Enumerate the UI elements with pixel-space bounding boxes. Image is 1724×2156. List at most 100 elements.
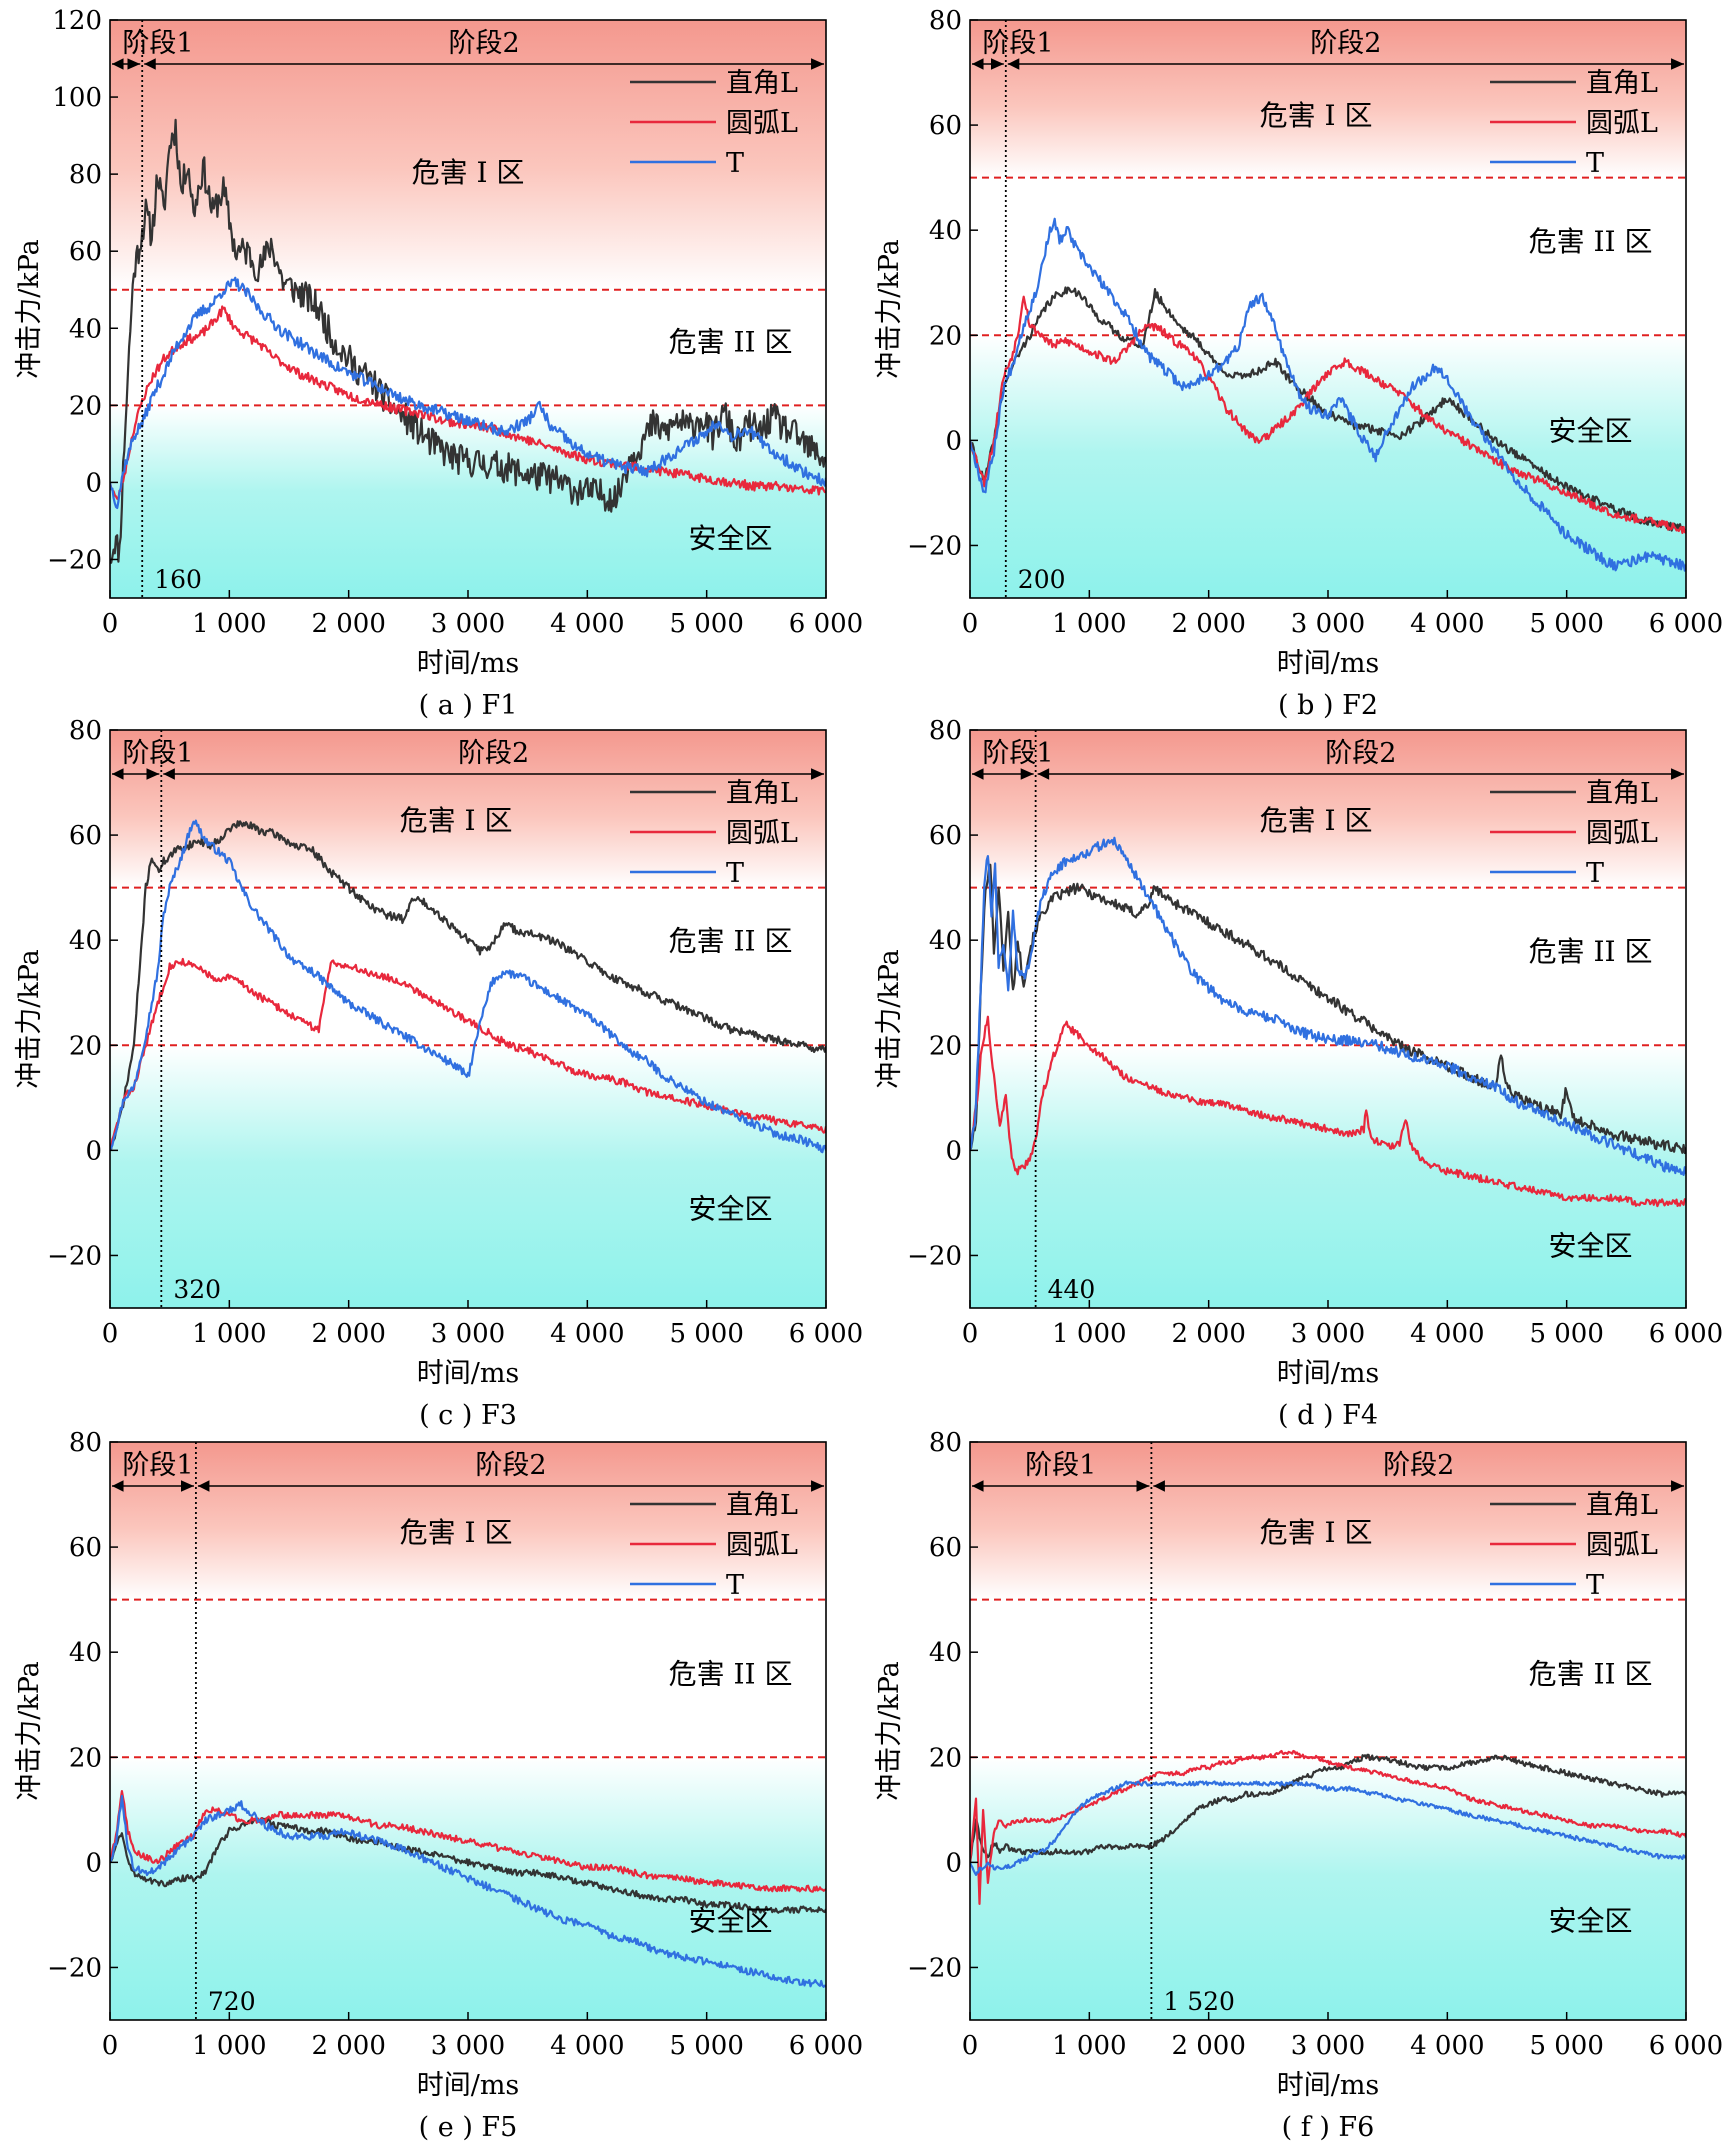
series-lines bbox=[110, 819, 826, 1154]
y-tick-label: 60 bbox=[929, 1533, 962, 1563]
danger-zone-1-label: 危害 I 区 bbox=[1260, 1516, 1373, 1549]
x-axis-label: 时间/ms bbox=[417, 1358, 520, 1389]
danger-zone-1-label: 危害 I 区 bbox=[400, 1516, 513, 1549]
series-line bbox=[970, 217, 1686, 572]
y-tick-label: 0 bbox=[85, 1848, 102, 1878]
x-tick-label: 4 000 bbox=[1410, 2031, 1484, 2061]
danger-zone-1-label: 危害 I 区 bbox=[1260, 804, 1373, 837]
legend-label: T bbox=[726, 1570, 744, 1601]
x-tick-label: 0 bbox=[962, 1319, 979, 1349]
series-line bbox=[970, 836, 1686, 1176]
y-tick-label: 80 bbox=[929, 1428, 962, 1458]
x-tick-label: 0 bbox=[962, 609, 979, 639]
y-tick-label: 60 bbox=[69, 1533, 102, 1563]
x-tick-label: 4 000 bbox=[550, 2031, 624, 2061]
danger-zone-1-background bbox=[970, 730, 1686, 888]
legend-label: 直角L bbox=[1586, 1490, 1658, 1521]
y-tick-label: 80 bbox=[69, 160, 102, 190]
stage-1-label: 阶段1 bbox=[1025, 1450, 1096, 1481]
legend-label: 圆弧L bbox=[1586, 818, 1658, 849]
x-tick-label: 3 000 bbox=[431, 1319, 505, 1349]
y-axis-label: 冲击力/kPa bbox=[14, 1661, 45, 1801]
y-tick-label: 80 bbox=[929, 6, 962, 36]
stage-1-label: 阶段1 bbox=[122, 1450, 193, 1481]
x-tick-label: 6 000 bbox=[1649, 2031, 1723, 2061]
x-tick-label: 5 000 bbox=[669, 609, 743, 639]
x-axis-label: 时间/ms bbox=[1277, 1358, 1380, 1389]
legend-label: 圆弧L bbox=[726, 1530, 798, 1561]
stage-2-label: 阶段2 bbox=[458, 738, 529, 769]
panel-caption: ( c ) F3 bbox=[419, 1400, 517, 1431]
x-tick-label: 3 000 bbox=[1291, 1319, 1365, 1349]
danger-zone-1-background bbox=[110, 730, 826, 888]
x-tick-label: 4 000 bbox=[1410, 1319, 1484, 1349]
y-tick-label: 60 bbox=[929, 821, 962, 851]
x-tick-label: 1 000 bbox=[192, 2031, 266, 2061]
stage-boundary-label: 720 bbox=[208, 1987, 256, 2016]
y-tick-label: 20 bbox=[69, 391, 102, 421]
danger-zone-1-background bbox=[970, 1442, 1686, 1600]
series-lines bbox=[970, 836, 1686, 1208]
x-tick-label: 0 bbox=[962, 2031, 979, 2061]
series-lines bbox=[970, 217, 1686, 572]
stage-2-label: 阶段2 bbox=[1383, 1450, 1454, 1481]
y-tick-label: 0 bbox=[945, 1136, 962, 1166]
x-tick-label: 0 bbox=[102, 609, 119, 639]
y-tick-label: 80 bbox=[69, 716, 102, 746]
danger-zone-2-label: 危害 II 区 bbox=[1529, 935, 1653, 968]
y-tick-label: 20 bbox=[69, 1743, 102, 1773]
danger-zone-2-label: 危害 II 区 bbox=[1529, 225, 1653, 258]
y-tick-label: 0 bbox=[945, 1848, 962, 1878]
legend-label: T bbox=[1586, 148, 1604, 179]
series-line bbox=[110, 819, 826, 1154]
series-lines bbox=[110, 118, 826, 564]
panel-caption: ( b ) F2 bbox=[1278, 690, 1378, 721]
stage-boundary-label: 320 bbox=[173, 1275, 221, 1304]
danger-zone-2-background bbox=[970, 1599, 1686, 1758]
x-tick-label: 5 000 bbox=[1529, 609, 1603, 639]
series-line bbox=[110, 1817, 826, 1914]
y-tick-label: 80 bbox=[69, 1428, 102, 1458]
series-line bbox=[970, 1749, 1686, 1905]
stage-boundary-label: 200 bbox=[1018, 565, 1066, 594]
stage-2-label: 阶段2 bbox=[1325, 738, 1396, 769]
safe-zone-background bbox=[970, 1757, 1686, 2020]
x-tick-label: 5 000 bbox=[669, 2031, 743, 2061]
danger-zone-2-background bbox=[970, 887, 1686, 1046]
safe-zone-label: 安全区 bbox=[1549, 1905, 1633, 1938]
x-tick-label: 4 000 bbox=[550, 1319, 624, 1349]
y-tick-label: 40 bbox=[929, 926, 962, 956]
stage-1-label: 阶段1 bbox=[122, 28, 193, 59]
y-tick-label: 60 bbox=[69, 237, 102, 267]
y-axis-label: 冲击力/kPa bbox=[14, 949, 45, 1089]
y-tick-label: −20 bbox=[907, 1241, 962, 1271]
x-tick-label: 6 000 bbox=[789, 609, 863, 639]
safe-zone-label: 安全区 bbox=[1549, 414, 1633, 447]
y-axis-label: 冲击力/kPa bbox=[874, 239, 905, 379]
legend-label: 直角L bbox=[726, 68, 798, 99]
y-tick-label: 0 bbox=[85, 468, 102, 498]
y-tick-label: −20 bbox=[47, 1953, 102, 1983]
x-axis-label: 时间/ms bbox=[1277, 648, 1380, 679]
legend-label: 圆弧L bbox=[726, 818, 798, 849]
danger-zone-2-background bbox=[110, 1599, 826, 1758]
danger-zone-2-background bbox=[110, 289, 826, 406]
x-tick-label: 6 000 bbox=[1649, 1319, 1723, 1349]
stage-1-label: 阶段1 bbox=[982, 738, 1053, 769]
x-tick-label: 2 000 bbox=[1171, 2031, 1245, 2061]
x-axis-label: 时间/ms bbox=[1277, 2070, 1380, 2101]
y-tick-label: 120 bbox=[52, 6, 102, 36]
y-tick-label: 40 bbox=[69, 1638, 102, 1668]
y-tick-label: −20 bbox=[907, 1953, 962, 1983]
panel-caption: ( a ) F1 bbox=[419, 690, 518, 721]
x-tick-label: 3 000 bbox=[1291, 2031, 1365, 2061]
panel-caption: ( d ) F4 bbox=[1278, 1400, 1378, 1431]
danger-zone-1-background bbox=[110, 1442, 826, 1600]
legend-label: T bbox=[726, 858, 744, 889]
series-line bbox=[110, 1790, 826, 1893]
y-tick-label: 100 bbox=[52, 83, 102, 113]
